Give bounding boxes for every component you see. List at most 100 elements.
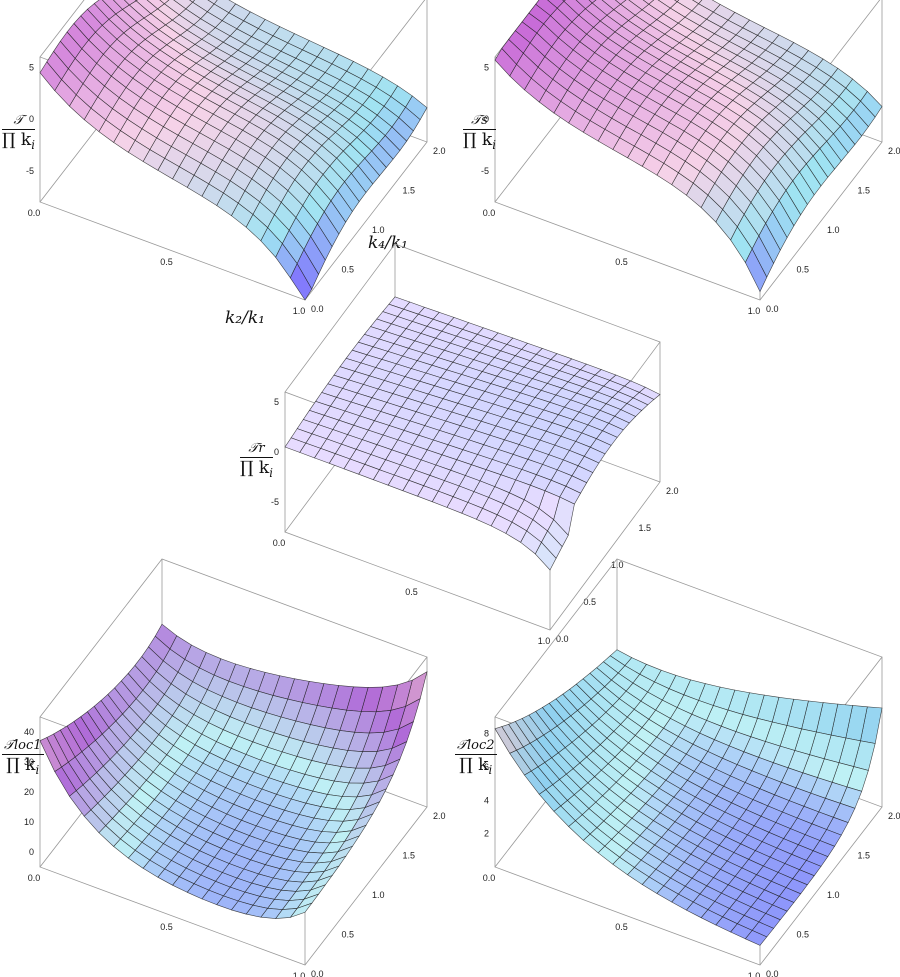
y-tick-label: 2.0 bbox=[888, 146, 900, 156]
y-tick-label: 0.5 bbox=[797, 265, 810, 275]
surface-plot-t: 0.0 0.5 1.0 0.0 0.5 1.0 1.5 2.0 5 0 -5 bbox=[26, 0, 446, 316]
z-tick-label: 40 bbox=[24, 727, 34, 737]
surface bbox=[284, 296, 661, 571]
z-tick-label: -5 bbox=[26, 166, 34, 176]
z-tick-label: 4 bbox=[484, 795, 489, 805]
z-label-sub: i bbox=[31, 137, 35, 152]
x-tick-label: 1.0 bbox=[748, 306, 761, 316]
z-tick-label: 2 bbox=[484, 829, 489, 839]
x-tick-label: 0.0 bbox=[483, 873, 496, 883]
z-label-den: ∏ k bbox=[240, 458, 270, 478]
x-tick-label: 0.5 bbox=[615, 257, 628, 267]
z-label-den: ∏ k bbox=[6, 755, 36, 775]
x-tick-label: 0.5 bbox=[615, 922, 628, 932]
x-tick-label: 0.5 bbox=[405, 587, 418, 597]
y-tick-label: 1.0 bbox=[827, 225, 840, 235]
x-tick-label: 0.0 bbox=[28, 873, 41, 883]
y-tick-label: 2.0 bbox=[433, 146, 446, 156]
surface-cell bbox=[284, 437, 307, 453]
x-tick-label: 0.5 bbox=[160, 257, 173, 267]
x-tick-label: 1.0 bbox=[293, 306, 306, 316]
z-label-sub: i bbox=[488, 762, 493, 777]
surface-cell bbox=[588, 0, 597, 4]
x-tick-label: 0.0 bbox=[28, 208, 41, 218]
surface-cell bbox=[494, 726, 517, 754]
z-tick-label: 10 bbox=[24, 817, 34, 827]
z-tick-label: 0 bbox=[29, 847, 34, 857]
y-tick-label: 1.5 bbox=[639, 523, 652, 533]
surface-cell bbox=[39, 61, 62, 92]
surface-plot-tr: 0.0 0.5 1.0 0.0 0.5 1.0 1.5 2.0 5 0 -5 bbox=[271, 243, 679, 646]
z-label-sub: i bbox=[35, 762, 40, 777]
z-tick-label: -5 bbox=[271, 497, 279, 507]
y-tick-label: 1.0 bbox=[372, 225, 385, 235]
x-axis-title: k₂/k₁ bbox=[225, 308, 265, 328]
z-tick-label: 6 bbox=[484, 762, 489, 772]
panel-tr: 0.0 0.5 1.0 0.0 0.5 1.0 1.5 2.0 5 0 -5 𝒯r ∏ ki bbox=[230, 243, 679, 650]
z-axis-label-tloc1: 𝒯loc1 ∏ ki bbox=[2, 739, 44, 776]
y-tick-label: 0.0 bbox=[311, 304, 324, 314]
z-label-den: ∏ k bbox=[463, 130, 493, 150]
x-tick-label: 0.5 bbox=[160, 922, 173, 932]
z-label-num: 𝒯 bbox=[2, 114, 35, 130]
y-tick-label: 1.0 bbox=[827, 890, 840, 900]
z-axis-label-tloc2: 𝒯loc2 ∏ ki bbox=[455, 739, 497, 776]
z-label-num: 𝒯loc1 bbox=[2, 738, 44, 755]
y-axis-title: k₄/k₁ bbox=[368, 233, 408, 253]
z-tick-label: 0 bbox=[29, 114, 34, 124]
surface-plot-ts: 0.0 0.5 1.0 0.0 0.5 1.0 1.5 2.0 5 0 -5 bbox=[481, 0, 900, 316]
z-axis-label-ts: 𝒯s ∏ ki bbox=[463, 114, 496, 151]
z-tick-label: 0 bbox=[484, 114, 489, 124]
y-tick-label: 0.5 bbox=[584, 597, 597, 607]
y-tick-label: 1.5 bbox=[403, 851, 416, 861]
y-tick-label: 0.5 bbox=[342, 265, 355, 275]
z-tick-label: 20 bbox=[24, 787, 34, 797]
z-axis-label-tr: 𝒯r ∏ ki bbox=[240, 442, 273, 479]
axis-ticks: 0.0 0.5 1.0 0.0 0.5 1.0 1.5 2.0 5 0 -5 bbox=[481, 62, 900, 316]
axis-ticks: 0.0 0.5 1.0 0.0 0.5 1.0 1.5 2.0 8 6 4 2 bbox=[483, 729, 900, 977]
y-tick-label: 2.0 bbox=[433, 811, 446, 821]
surface bbox=[39, 0, 428, 301]
z-tick-label: 0 bbox=[274, 447, 279, 457]
surface bbox=[494, 649, 883, 946]
z-tick-label: 5 bbox=[29, 62, 34, 72]
panel-tloc1: 0.0 0.5 1.0 0.0 0.5 1.0 1.5 2.0 40 30 20 10 0 𝒯loc1 … bbox=[0, 558, 446, 977]
z-label-den: ∏ k bbox=[2, 130, 32, 150]
x-tick-label: 0.0 bbox=[273, 538, 286, 548]
x-tick-label: 1.0 bbox=[748, 971, 761, 977]
z-label-num: 𝒯r bbox=[240, 442, 273, 458]
y-tick-label: 2.0 bbox=[888, 811, 900, 821]
surface-plot-tloc1: 0.0 0.5 1.0 0.0 0.5 1.0 1.5 2.0 40 30 20 10 0 bbox=[24, 558, 446, 977]
y-tick-label: 0.0 bbox=[766, 969, 779, 977]
z-label-num: 𝒯loc2 bbox=[455, 738, 497, 755]
y-tick-label: 1.0 bbox=[372, 890, 385, 900]
y-tick-label: 0.5 bbox=[797, 930, 810, 940]
axis-ticks: 0.0 0.5 1.0 0.0 0.5 1.0 1.5 2.0 40 30 20 10 0 bbox=[24, 727, 446, 977]
surface-plot-tloc2: 0.0 0.5 1.0 0.0 0.5 1.0 1.5 2.0 8 6 4 2 bbox=[483, 558, 900, 977]
z-axis-label-t: 𝒯 ∏ ki bbox=[2, 114, 35, 151]
axis-ticks: 0.0 0.5 1.0 0.0 0.5 1.0 1.5 2.0 5 0 -5 bbox=[26, 62, 446, 316]
surface-cell bbox=[494, 48, 517, 77]
y-tick-label: 2.0 bbox=[666, 486, 679, 496]
z-label-sub: i bbox=[269, 465, 273, 480]
panel-ts: 0.0 0.5 1.0 0.0 0.5 1.0 1.5 2.0 5 0 -5 𝒯s ∏ ki bbox=[455, 0, 900, 340]
y-tick-label: 0.5 bbox=[342, 930, 355, 940]
x-tick-label: 1.0 bbox=[293, 971, 306, 977]
x-tick-label: 1.0 bbox=[538, 636, 551, 646]
y-tick-label: 0.0 bbox=[311, 969, 324, 977]
z-tick-label: 8 bbox=[484, 729, 489, 739]
y-tick-label: 1.5 bbox=[403, 186, 416, 196]
z-tick-label: 5 bbox=[484, 62, 489, 72]
z-tick-label: 5 bbox=[274, 397, 279, 407]
surface-cell bbox=[159, 0, 170, 5]
z-label-num: 𝒯s bbox=[463, 114, 496, 130]
y-tick-label: 0.0 bbox=[766, 304, 779, 314]
surface bbox=[494, 0, 883, 293]
z-label-den: ∏ k bbox=[459, 755, 489, 775]
panel-tloc2: 0.0 0.5 1.0 0.0 0.5 1.0 1.5 2.0 8 6 4 2 𝒯loc2 ∏ ki bbox=[455, 558, 900, 977]
y-tick-label: 1.5 bbox=[858, 851, 871, 861]
surface-cell bbox=[39, 737, 62, 772]
y-tick-label: 1.5 bbox=[858, 186, 871, 196]
z-tick-label: -5 bbox=[481, 166, 489, 176]
panel-t: 0.0 0.5 1.0 0.0 0.5 1.0 1.5 2.0 5 0 -5 𝒯 ∏ ki k₂/k… bbox=[0, 0, 446, 340]
